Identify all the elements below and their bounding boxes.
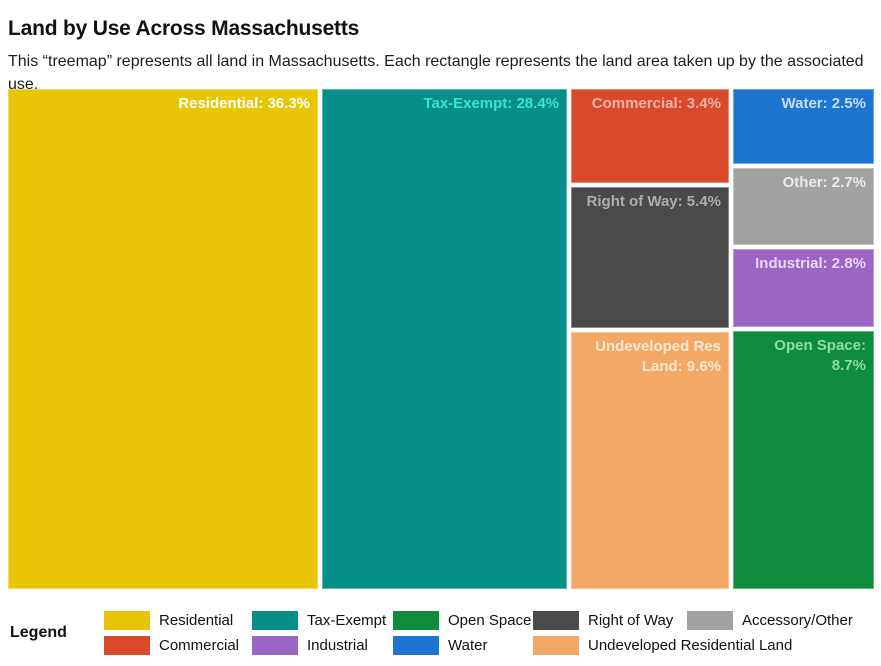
legend-label: Right of Way: [588, 612, 674, 629]
page-title: Land by Use Across Massachusetts: [8, 17, 360, 41]
treemap-rect-label: Residential: 36.3%: [178, 95, 310, 112]
legend-item-commercial: Commercial: [104, 636, 252, 655]
legend-label: Residential: [159, 612, 234, 629]
legend-swatch: [104, 636, 150, 655]
treemap-rect-open-space: Open Space: 8.7%: [733, 331, 874, 589]
legend-item-tax-exempt: Tax-Exempt: [252, 611, 393, 630]
treemap-rect-label: Undeveloped Res Land: 9.6%: [595, 338, 721, 375]
treemap-rect-label: Right of Way: 5.4%: [586, 193, 721, 210]
treemap-rect-label: Industrial: 2.8%: [755, 255, 866, 272]
treemap-rect-label: Tax-Exempt: 28.4%: [423, 95, 559, 112]
treemap-rect-tax-exempt: Tax-Exempt: 28.4%: [322, 89, 567, 589]
page-subtitle: This “treemap” represents all land in Ma…: [8, 53, 864, 93]
legend: Residential Tax-Exempt Open Space Right …: [104, 611, 853, 655]
legend-swatch: [687, 611, 733, 630]
legend-label: Tax-Exempt: [307, 612, 387, 629]
legend-item-undeveloped-residential-land: Undeveloped Residential Land: [533, 636, 853, 655]
legend-swatch: [104, 611, 150, 630]
legend-swatch: [533, 611, 579, 630]
treemap-rect-label: Open Space: 8.7%: [774, 337, 866, 374]
legend-label: Undeveloped Residential Land: [588, 637, 793, 654]
legend-label: Accessory/Other: [742, 612, 853, 629]
legend-swatch: [252, 611, 298, 630]
legend-label: Water: [448, 637, 488, 654]
treemap-rect-undeveloped-res-land: Undeveloped Res Land: 9.6%: [571, 332, 729, 589]
legend-item-right-of-way: Right of Way: [533, 611, 687, 630]
treemap-rect-label: Water: 2.5%: [781, 95, 866, 112]
treemap-rect-industrial: Industrial: 2.8%: [733, 249, 874, 327]
legend-item-industrial: Industrial: [252, 636, 393, 655]
treemap-rect-residential: Residential: 36.3%: [8, 89, 318, 589]
treemap-chart: Residential: 36.3% Tax-Exempt: 28.4% Com…: [8, 89, 874, 589]
legend-swatch: [393, 611, 439, 630]
legend-item-residential: Residential: [104, 611, 252, 630]
legend-item-accessory-other: Accessory/Other: [687, 611, 853, 630]
legend-label: Open Space: [448, 612, 532, 629]
legend-swatch: [252, 636, 298, 655]
treemap-rect-label: Commercial: 3.4%: [591, 95, 721, 112]
treemap-rect-right-of-way: Right of Way: 5.4%: [571, 187, 729, 328]
legend-label: Commercial: [159, 637, 240, 654]
treemap-rect-other: Other: 2.7%: [733, 168, 874, 245]
legend-swatch: [393, 636, 439, 655]
legend-swatch: [533, 636, 579, 655]
legend-item-open-space: Open Space: [393, 611, 533, 630]
legend-item-water: Water: [393, 636, 533, 655]
treemap-rect-commercial: Commercial: 3.4%: [571, 89, 729, 183]
legend-heading: Legend: [10, 624, 67, 641]
legend-label: Industrial: [307, 637, 368, 654]
treemap-rect-label: Other: 2.7%: [782, 174, 866, 191]
treemap-rect-water: Water: 2.5%: [733, 89, 874, 164]
